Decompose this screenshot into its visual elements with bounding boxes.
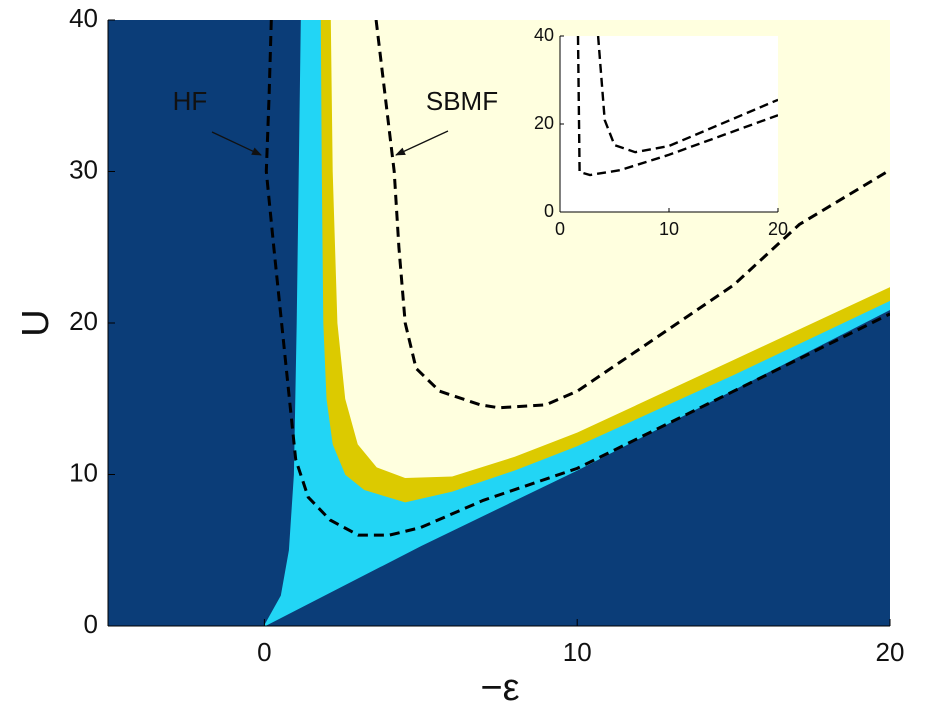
y-tick-label: 30 <box>69 154 98 184</box>
dashed-curve <box>596 36 778 154</box>
plot-area <box>576 36 778 177</box>
y-tick-label: 10 <box>69 457 98 487</box>
y-tick-label: 0 <box>544 201 554 221</box>
x-tick-label: 10 <box>563 637 592 667</box>
x-axis-label: −ε <box>480 667 519 709</box>
x-tick-label: 0 <box>257 637 271 667</box>
y-tick-label: 20 <box>534 113 554 133</box>
y-tick-label: 40 <box>69 3 98 33</box>
dashed-curve <box>374 20 890 410</box>
y-tick-label: 0 <box>84 609 98 639</box>
annotation-arrow <box>211 131 262 156</box>
dashed-curve <box>576 36 778 177</box>
y-tick-label: 40 <box>534 25 554 45</box>
inset-plot: 0 10 20 0 20 40 <box>534 25 788 239</box>
annotation-arrow <box>395 130 449 156</box>
plot-background <box>560 36 778 212</box>
annotation: SBMF <box>426 86 498 116</box>
x-tick-label: 10 <box>659 219 679 239</box>
labels: −ε U HF SBMF <box>15 86 520 709</box>
dashed-curve <box>264 20 890 537</box>
x-tick-label: 20 <box>876 637 905 667</box>
x-tick-label: 20 <box>768 219 788 239</box>
annotation: HF <box>173 86 208 116</box>
x-tick-label: 0 <box>555 219 565 239</box>
y-tick-label: 20 <box>69 306 98 336</box>
y-axis-label: U <box>15 309 57 336</box>
